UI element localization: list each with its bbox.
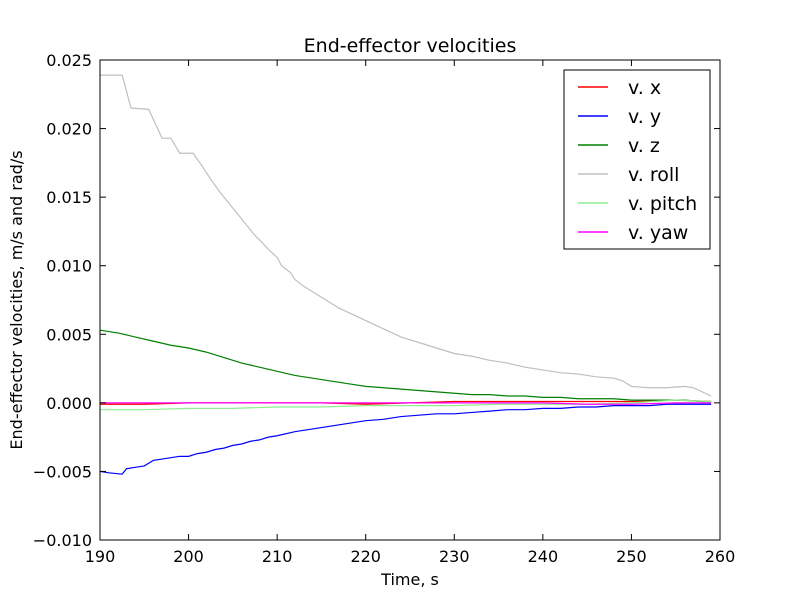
series-line-v-y	[99, 403, 712, 475]
x-tick-label: 230	[439, 547, 470, 566]
x-tick-label: 220	[350, 547, 381, 566]
y-tick-label: 0.020	[46, 120, 92, 139]
x-tick-label: 260	[705, 547, 736, 566]
x-tick-label: 200	[173, 547, 204, 566]
legend-label-v-x: v. x	[628, 77, 661, 99]
y-tick-label: −0.010	[33, 531, 92, 550]
axis-ticks: 190 200 210 220 230 240 250 260 −0.010 −0.005 0.00…	[33, 51, 735, 566]
legend-label-v-yaw: v. yaw	[628, 222, 688, 244]
x-tick-label: 250	[616, 547, 647, 566]
series-line-v-pitch	[100, 399, 712, 411]
series-line-v-yaw	[100, 402, 712, 405]
x-tick-label: 190	[85, 547, 116, 566]
plot-area-frame	[99, 59, 721, 541]
series-line-v-roll	[100, 74, 712, 397]
y-tick-label: 0.010	[46, 257, 92, 276]
legend-label-v-pitch: v. pitch	[628, 193, 697, 215]
legend: v. x v. y v. z v. roll v. pitch v. yaw	[563, 69, 711, 250]
y-tick-label: 0.015	[46, 188, 92, 207]
y-tick-label: 0.025	[46, 51, 92, 70]
series-line-v-z	[99, 329, 712, 403]
y-axis-title: End-effector velocities, m/s and rad/s	[7, 150, 26, 449]
y-tick-label: 0.005	[46, 325, 92, 344]
x-tick-label: 240	[528, 547, 559, 566]
x-axis-title: Time, s	[380, 570, 439, 589]
chart-title: End-effector velocities	[304, 35, 517, 57]
legend-label-v-z: v. z	[628, 135, 660, 157]
legend-frame	[563, 69, 711, 250]
y-tick-label: 0.000	[46, 394, 92, 413]
x-tick-label: 210	[262, 547, 293, 566]
legend-label-v-y: v. y	[628, 106, 661, 128]
series-layer	[99, 74, 712, 475]
legend-label-v-roll: v. roll	[628, 164, 679, 186]
y-tick-label: −0.005	[33, 462, 92, 481]
